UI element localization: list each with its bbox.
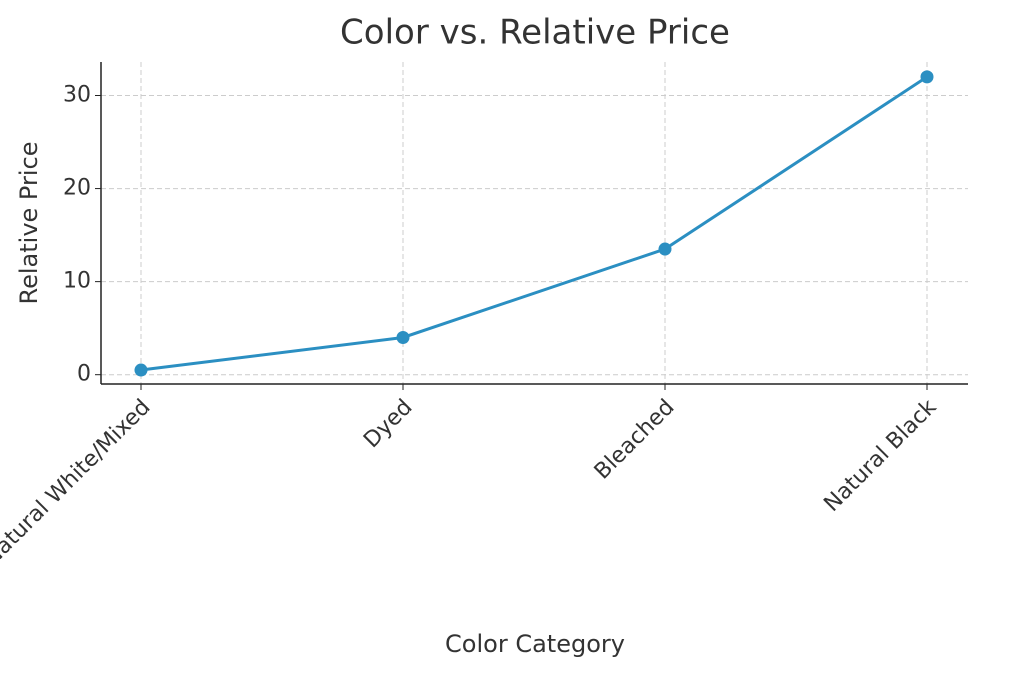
marker — [396, 330, 410, 344]
y-tick-label: 10 — [63, 269, 91, 294]
y-axis-label: Relative Price — [15, 142, 43, 305]
x-axis-label: Color Category — [445, 630, 625, 658]
x-tick-label: Natural White/Mixed — [0, 395, 155, 571]
chart-title: Color vs. Relative Price — [340, 13, 730, 53]
y-tick-label: 0 — [77, 362, 91, 387]
y-tick-label: 20 — [63, 176, 91, 201]
x-tick-label: Natural Black — [819, 395, 941, 517]
line — [140, 75, 928, 372]
marker — [658, 242, 672, 256]
x-tick-label: Bleached — [590, 395, 680, 485]
y-tick-label: 30 — [63, 83, 91, 108]
marker — [920, 70, 934, 84]
x-tick-label: Dyed — [359, 395, 417, 453]
marker — [134, 363, 148, 377]
